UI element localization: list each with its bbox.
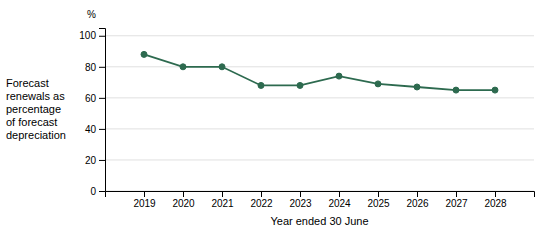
x-tick: 2019 <box>133 191 156 209</box>
y-tick-mark <box>99 129 105 130</box>
y-tick: 100 <box>79 30 105 41</box>
point <box>492 87 498 93</box>
y-axis-label-line: percentage <box>6 102 61 114</box>
y-tick: 60 <box>85 93 105 104</box>
x-tick-label: 2025 <box>367 198 390 209</box>
x-tick-label: 2020 <box>172 198 195 209</box>
x-tick-label: 2027 <box>445 198 468 209</box>
x-tick: 2025 <box>367 191 390 209</box>
x-tick: 2023 <box>289 191 312 209</box>
x-tick-mark <box>144 191 145 197</box>
x-tick-mark <box>300 191 301 197</box>
y-tick: 0 <box>90 186 105 197</box>
point <box>414 84 420 90</box>
x-tick-mark <box>456 191 457 197</box>
x-axis-line <box>106 192 535 198</box>
point <box>297 82 303 88</box>
line <box>144 54 495 90</box>
y-tick: 80 <box>85 62 105 73</box>
x-tick-label: 2026 <box>406 198 429 209</box>
point <box>258 82 264 88</box>
point <box>141 51 147 57</box>
y-tick-label: 40 <box>85 124 97 135</box>
x-tick: 2021 <box>211 191 234 209</box>
point <box>180 64 186 70</box>
grid-line <box>105 97 534 98</box>
x-tick-label: 2024 <box>328 198 351 209</box>
x-axis-label: Year ended 30 June <box>270 215 368 227</box>
grid-line <box>105 128 534 129</box>
x-tick: 2027 <box>445 191 468 209</box>
y-tick-mark <box>99 160 105 161</box>
x-tick-mark <box>495 191 496 197</box>
y-tick-label: 100 <box>79 30 96 41</box>
grid-line <box>105 159 534 160</box>
x-tick-label: 2021 <box>211 198 234 209</box>
y-tick-mark <box>99 36 105 37</box>
x-tick: 2026 <box>406 191 429 209</box>
point <box>336 73 342 79</box>
y-axis-line <box>99 29 106 192</box>
y-tick: 20 <box>85 155 105 166</box>
grid <box>105 36 534 191</box>
y-tick-mark <box>99 191 105 192</box>
y-tick-label: 80 <box>85 62 97 73</box>
y-axis-label: Forecastrenewals aspercentageof forecast… <box>6 76 66 140</box>
y-axis-label-line: renewals as <box>6 89 65 101</box>
x-tick-mark <box>261 191 262 197</box>
x-tick-mark <box>183 191 184 197</box>
y-axis-label-line: of forecast <box>6 115 57 127</box>
x-tick-mark <box>378 191 379 197</box>
x-tick: 2024 <box>328 191 351 209</box>
grid-line <box>105 35 534 36</box>
point <box>453 87 459 93</box>
point <box>375 81 381 87</box>
x-tick-label: 2023 <box>289 198 312 209</box>
y-tick-label: 20 <box>85 155 97 166</box>
x-tick-label: 2028 <box>484 198 507 209</box>
annotation: % <box>87 9 96 20</box>
x-tick: 2020 <box>172 191 195 209</box>
x-tick-mark <box>222 191 223 197</box>
y-tick: 40 <box>85 124 105 135</box>
x-axis: 2019 2020 2021 2022 2023 2024 2025 2026 2027 2028 <box>106 191 535 209</box>
y-axis-label-line: depreciation <box>6 128 66 140</box>
y-tick-label: 0 <box>90 186 96 197</box>
x-tick: 2022 <box>250 191 273 209</box>
y-tick-mark <box>99 98 105 99</box>
x-tick-label: 2019 <box>133 198 156 209</box>
x-tick: 2028 <box>484 191 507 209</box>
point <box>219 64 225 70</box>
x-tick-mark <box>339 191 340 197</box>
x-tick-label: 2022 <box>250 198 273 209</box>
chart: 2019 2020 2021 2022 2023 2024 2025 2026 2027 2028… <box>0 0 549 231</box>
y-axis-label-line: Forecast <box>6 76 49 88</box>
y-tick-label: 60 <box>85 93 97 104</box>
y-tick-mark <box>99 67 105 68</box>
plot-area <box>141 51 498 93</box>
x-tick-mark <box>417 191 418 197</box>
y-axis: 0 20 40 60 80 100 <box>79 29 105 197</box>
grid-line <box>105 66 534 67</box>
